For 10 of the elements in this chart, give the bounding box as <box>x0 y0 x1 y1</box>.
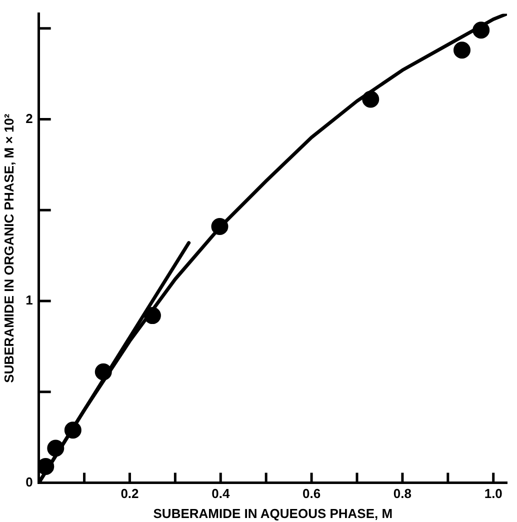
y-tick-label: 2 <box>26 110 33 126</box>
y-tick-label: 0 <box>26 474 33 490</box>
x-tick-label: 0.6 <box>302 486 321 502</box>
x-tick-label: 0.8 <box>393 486 412 502</box>
x-tick-label: 1.0 <box>484 486 502 502</box>
x-tick-label: 0.4 <box>212 486 230 502</box>
y-axis-title: SUBERAMIDE IN ORGANIC PHASE, M × 10² <box>1 113 16 383</box>
y-tick-label: 1 <box>26 292 33 308</box>
x-tick-label: 0.2 <box>120 486 139 502</box>
x-axis-title: SUBERAMIDE IN AQUEOUS PHASE, M <box>153 506 393 521</box>
